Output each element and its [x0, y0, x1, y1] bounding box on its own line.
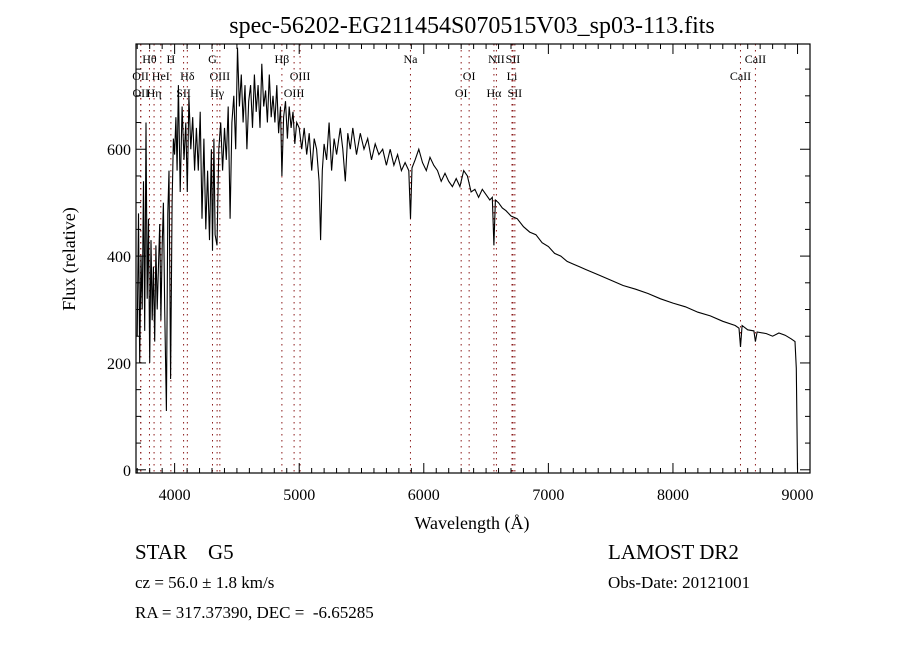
obs-date-text: Obs-Date: 20121001 — [608, 573, 751, 592]
line-marker-label: Hβ — [274, 52, 289, 66]
plot-frame — [135, 43, 811, 474]
line-marker-label: H — [167, 52, 176, 66]
spectrum-line — [136, 47, 799, 470]
x-tick-label: 6000 — [408, 487, 440, 504]
y-tick-label: 200 — [107, 356, 131, 373]
line-marker-label: CaII — [730, 69, 751, 83]
line-marker-label: CaII — [745, 52, 766, 66]
x-tick-label: 7000 — [532, 487, 564, 504]
line-marker-label: OIII — [290, 69, 311, 83]
line-marker-label: Hγ — [210, 86, 225, 100]
line-marker-label: OI — [455, 86, 468, 100]
y-axis-label: Flux (relative) — [59, 207, 80, 310]
line-marker-label: Hη — [147, 86, 162, 100]
x-tick-label: 5000 — [283, 487, 315, 504]
line-marker-label: OII — [133, 86, 150, 100]
chart-title: spec-56202-EG211454S070515V03_sp03-113.f… — [229, 13, 715, 39]
line-marker-label: SII — [506, 52, 521, 66]
line-marker-label: OIII — [284, 86, 305, 100]
redshift-text: cz = 56.0 ± 1.8 km/s — [135, 573, 275, 592]
x-tick-label: 9000 — [782, 487, 814, 504]
x-axis-label: Wavelength (Å) — [414, 513, 529, 534]
spectrum-series — [136, 47, 799, 470]
line-marker-label: HeI — [152, 69, 170, 83]
subclass-label: G5 — [208, 540, 234, 564]
line-marker-label: OI — [463, 69, 476, 83]
line-marker-label: Hδ — [180, 69, 195, 83]
class-label: STAR — [135, 540, 187, 564]
y-tick-label: 0 — [123, 463, 131, 480]
line-marker-label: Hθ — [142, 52, 157, 66]
line-marker-label: Li — [507, 69, 518, 83]
y-tick-label: 400 — [107, 249, 131, 266]
line-marker-label: G — [208, 52, 217, 66]
line-marker-label: SII — [176, 86, 191, 100]
line-marker-label: OIII — [210, 69, 231, 83]
line-marker-label: SII — [508, 86, 523, 100]
x-tick-label: 4000 — [159, 487, 191, 504]
survey-label: LAMOST DR2 — [608, 540, 739, 564]
line-marker-label: Na — [403, 52, 418, 66]
axis-ticks: 4000 5000 6000 7000 8000 9000 0 200 400 600 — [107, 44, 814, 504]
x-tick-label: 8000 — [657, 487, 689, 504]
line-marker-label: NII — [488, 52, 505, 66]
line-marker-label: Hα — [486, 86, 502, 100]
coords-text: RA = 317.37390, DEC = -6.65285 — [135, 603, 374, 622]
y-tick-label: 600 — [107, 142, 131, 159]
